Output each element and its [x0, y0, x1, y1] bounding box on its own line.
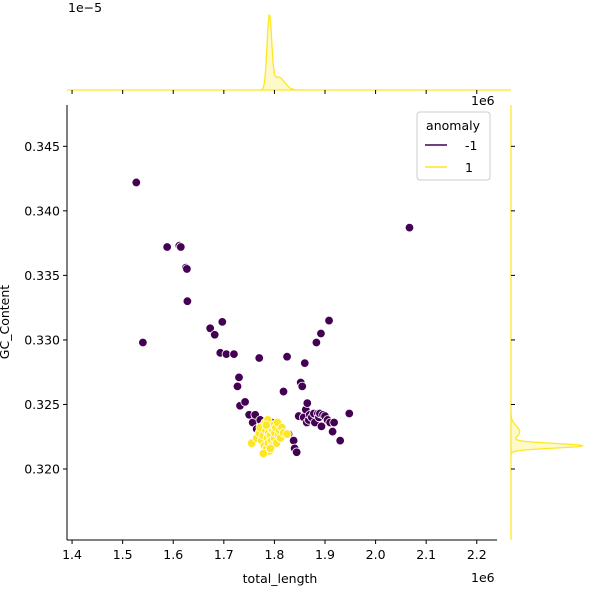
- y-tick-label: 0.345: [24, 139, 60, 154]
- scatter-point-anomaly: [324, 315, 334, 326]
- scatter-point-anomaly: [210, 330, 220, 340]
- right-marginal-axes: [510, 105, 584, 540]
- scatter-point-anomaly: [278, 386, 289, 397]
- scatter-point-anomaly: [311, 337, 322, 348]
- right-marginal-kde: [510, 105, 584, 540]
- scatter-point-anomaly: [302, 398, 312, 408]
- x-tick-label: 2.2: [467, 547, 487, 562]
- y-tick-label: 0.325: [24, 397, 60, 412]
- scatter-point-anomaly: [138, 337, 148, 348]
- scatter-point-anomaly: [240, 397, 250, 407]
- x-axis-label: total_length: [243, 571, 318, 586]
- scatter-point-normal: [258, 448, 268, 459]
- scatter-point-anomaly: [205, 323, 215, 334]
- scatter-point-anomaly: [288, 435, 299, 446]
- x-tick-group: 1.4 1.5 1.6 1.7 1.8 1.9 2.0 2.1 2.2: [62, 90, 487, 562]
- y-offset-label: 1e6: [471, 93, 495, 108]
- y-tick-label: 0.340: [24, 203, 60, 218]
- top-marginal-kde: [67, 13, 511, 91]
- scatter-point-anomaly: [300, 358, 310, 368]
- scatter-point-anomaly: [329, 417, 339, 428]
- scatter-point-anomaly: [297, 381, 307, 392]
- x-tick-label: 1.6: [163, 547, 183, 562]
- scatter-point-anomaly: [182, 264, 192, 274]
- scatter-point-normal: [261, 420, 272, 430]
- legend: anomaly -1 1: [416, 111, 491, 181]
- scatter-point-anomaly: [344, 408, 354, 419]
- x-tick-label: 1.8: [264, 547, 284, 562]
- scatter-point-anomaly: [162, 242, 172, 252]
- scatter-point-anomaly: [232, 381, 243, 392]
- scatter-point-anomaly: [404, 222, 415, 233]
- scatter-points: [131, 177, 415, 459]
- legend-label-pos1: 1: [465, 160, 473, 175]
- scatter-point-anomaly: [182, 296, 193, 306]
- scatter-point-anomaly: [131, 177, 142, 188]
- scatter-point-anomaly: [282, 352, 292, 362]
- x-tick-label: 1.7: [214, 547, 234, 562]
- x-tick-label: 2.0: [366, 547, 386, 562]
- y-tick-label: 0.330: [24, 332, 60, 347]
- legend-title: anomaly: [426, 118, 481, 133]
- scatter-point-anomaly: [217, 317, 228, 327]
- y-axis-label: GC_Content: [0, 285, 12, 359]
- scatter-point-normal: [265, 443, 276, 454]
- scatter-point-anomaly: [316, 421, 327, 432]
- scatter-point-anomaly: [254, 353, 264, 363]
- x-offset-label: 1e6: [471, 570, 495, 585]
- x-tick-label: 1.4: [62, 547, 82, 562]
- y-tick-label: 0.335: [24, 268, 60, 283]
- legend-box: [416, 111, 491, 181]
- top-marginal-offset-label: 1e−5: [68, 0, 102, 15]
- scatter-point-anomaly: [176, 242, 186, 252]
- x-tick-label: 1.5: [113, 547, 133, 562]
- main-axes: 1.4 1.5 1.6 1.7 1.8 1.9 2.0 2.1 2.2 0.3200.3250.…: [0, 90, 515, 586]
- y-tick-group: 0.320 0.325 0.330 0.335 0.340 0.345: [24, 139, 515, 477]
- scatter-point-anomaly: [291, 447, 302, 457]
- scatter-point-normal: [282, 429, 292, 439]
- y-tick-label: 0.320: [24, 462, 60, 477]
- scatter-point-anomaly: [335, 435, 345, 446]
- scatter-point-anomaly: [316, 328, 326, 339]
- scatter-point-anomaly: [234, 372, 244, 383]
- legend-label-neg1: -1: [465, 138, 477, 153]
- top-marginal-axes: 1e−5: [67, 0, 511, 91]
- scatter-point-anomaly: [229, 349, 239, 359]
- scatter-point-anomaly: [327, 426, 338, 437]
- x-tick-label: 2.1: [416, 547, 436, 562]
- x-tick-label: 1.9: [315, 547, 335, 562]
